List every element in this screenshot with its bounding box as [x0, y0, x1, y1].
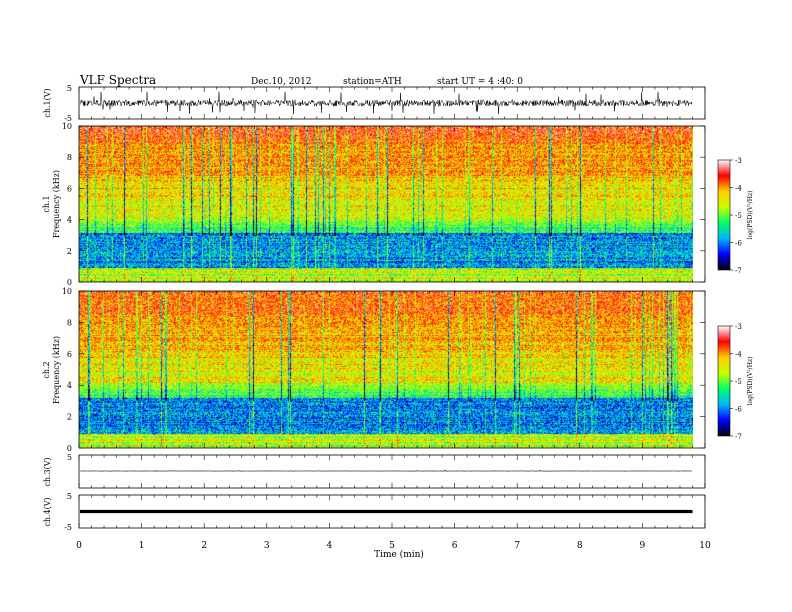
ch3-ytick-top: 5: [67, 453, 72, 462]
ch1-spec-ytick-label: 8: [67, 153, 72, 162]
ch1-spectrogram-yticks: 0 2 4 6 8 10: [62, 122, 705, 287]
ch2-spectrogram-canvas: [79, 291, 693, 448]
ch2-colorbar-tick-label: -5: [735, 378, 742, 386]
ch1-spec-ytick-label: 10: [62, 122, 72, 131]
ch1-colorbar-label: log(PSD)(V²/Hz): [747, 191, 754, 240]
ch2-spec-ytick-label: 4: [67, 381, 72, 390]
ch2-colorbar-label: log(PSD)(V²/Hz): [747, 357, 754, 406]
ch1-waveform-panel: 5 -5 ch.1(V): [43, 84, 706, 123]
ch1-colorbar-bar: [717, 159, 731, 271]
ch4-x-ticks: [78, 495, 706, 528]
start-time-label: start UT = 4 :40: 0: [437, 77, 523, 87]
ch1-colorbar: -3 -4 -5 -6 -7 log(PSD)(V²/Hz): [717, 157, 754, 275]
ch1-spec-ytick-label: 0: [67, 278, 72, 287]
time-tick-label: 2: [201, 541, 207, 551]
ch4-ylabel: ch.4(V): [43, 497, 52, 526]
ch1-spectrogram-canvas: [79, 126, 693, 282]
time-axis-tick-labels: 0 1 2 3 4 5 6 7 8 9 10: [76, 541, 711, 551]
ch2-colorbar-tick-label: -3: [735, 323, 742, 331]
time-tick-label: 9: [640, 541, 646, 551]
ch3-x-ticks: [78, 455, 706, 488]
ch1-spectrogram-holder: [79, 126, 693, 282]
station-label: station=ATH: [343, 77, 402, 87]
ch4-waveform-panel: 5 -5 ch.4(V) 0 1 2 3 4 5 6 7 8 9 10 Time (min): [43, 492, 711, 560]
time-axis-label: Time (min): [374, 549, 424, 560]
ch2-spec-ytick-label: 2: [67, 413, 72, 422]
time-tick-label: 7: [514, 541, 520, 551]
ch1-spec-ylabel-channel: ch.1: [42, 195, 51, 212]
ch2-spectrogram-xticks: [78, 291, 706, 448]
ch2-colorbar-tick-label: -6: [735, 406, 742, 414]
ch3-ylabel: ch.3(V): [43, 457, 52, 486]
ch1-colorbar-tick-label: -7: [735, 267, 742, 275]
figure-title: VLF Spectra: [79, 73, 156, 87]
date-label: Dec.10, 2012: [251, 77, 312, 87]
ch1-trace: [79, 91, 693, 115]
ch2-colorbar-bar: [717, 325, 731, 437]
ch2-spec-ytick-label: 8: [67, 318, 72, 327]
ch2-colorbar-tick-label: -4: [735, 351, 742, 359]
ch2-spectrogram-yticks: 0 2 4 6 8 10: [62, 287, 705, 453]
ch1-spectrogram-panel: 0 2 4 6 8 10 ch.1 Frequency (kHz): [42, 122, 706, 287]
ch2-colorbar-ticks: -3 -4 -5 -6 -7: [730, 323, 742, 441]
ch3-trace: [79, 469, 692, 472]
ch1-colorbar-ticks: -3 -4 -5 -6 -7: [730, 157, 742, 275]
ch2-spec-ytick-label: 6: [67, 350, 72, 359]
time-tick-label: 6: [452, 541, 458, 551]
ch1-ytick-bottom: -5: [64, 114, 72, 123]
time-tick-label: 8: [577, 541, 583, 551]
ch4-ytick-bottom: -5: [64, 523, 72, 532]
ch1-ylabel: ch.1(V): [43, 88, 52, 117]
ch1-colorbar-tick-label: -4: [735, 185, 742, 193]
time-tick-label: 5: [389, 541, 395, 551]
ch1-ytick-top: 5: [67, 84, 72, 93]
ch2-colorbar: -3 -4 -5 -6 -7 log(PSD)(V²/Hz): [717, 323, 754, 441]
ch1-spec-ytick-label: 2: [67, 247, 72, 256]
ch1-spectrogram-xticks: [78, 126, 706, 282]
ch2-spectrogram-panel: 0 2 4 6 8 10 ch.2 Frequency (kHz): [42, 287, 706, 453]
time-tick-label: 4: [327, 541, 333, 551]
ch2-spec-ylabel-freq: Frequency (kHz): [52, 336, 61, 404]
ch1-spec-ylabel-freq: Frequency (kHz): [52, 170, 61, 238]
time-tick-label: 3: [264, 541, 270, 551]
ch2-spectrogram-holder: [79, 291, 693, 448]
ch2-spec-ytick-label: 10: [62, 287, 72, 296]
ch1-spec-ytick-label: 6: [67, 184, 72, 193]
ch3-waveform-panel: 5 ch.3(V): [43, 453, 706, 489]
ch4-ytick-top: 5: [67, 492, 72, 501]
ch1-colorbar-tick-label: -6: [735, 240, 742, 248]
ch1-colorbar-tick-label: -3: [735, 157, 742, 165]
ch1-x-ticks: [78, 87, 706, 119]
time-tick-label: 10: [699, 541, 711, 551]
ch1-colorbar-tick-label: -5: [735, 212, 742, 220]
ch2-spec-ytick-label: 0: [67, 444, 72, 453]
ch2-colorbar-tick-label: -7: [735, 433, 742, 441]
ch2-spec-ylabel-channel: ch.2: [42, 361, 51, 378]
time-tick-label: 0: [76, 541, 82, 551]
time-tick-label: 1: [139, 541, 145, 551]
ch1-spec-ytick-label: 4: [67, 216, 72, 225]
